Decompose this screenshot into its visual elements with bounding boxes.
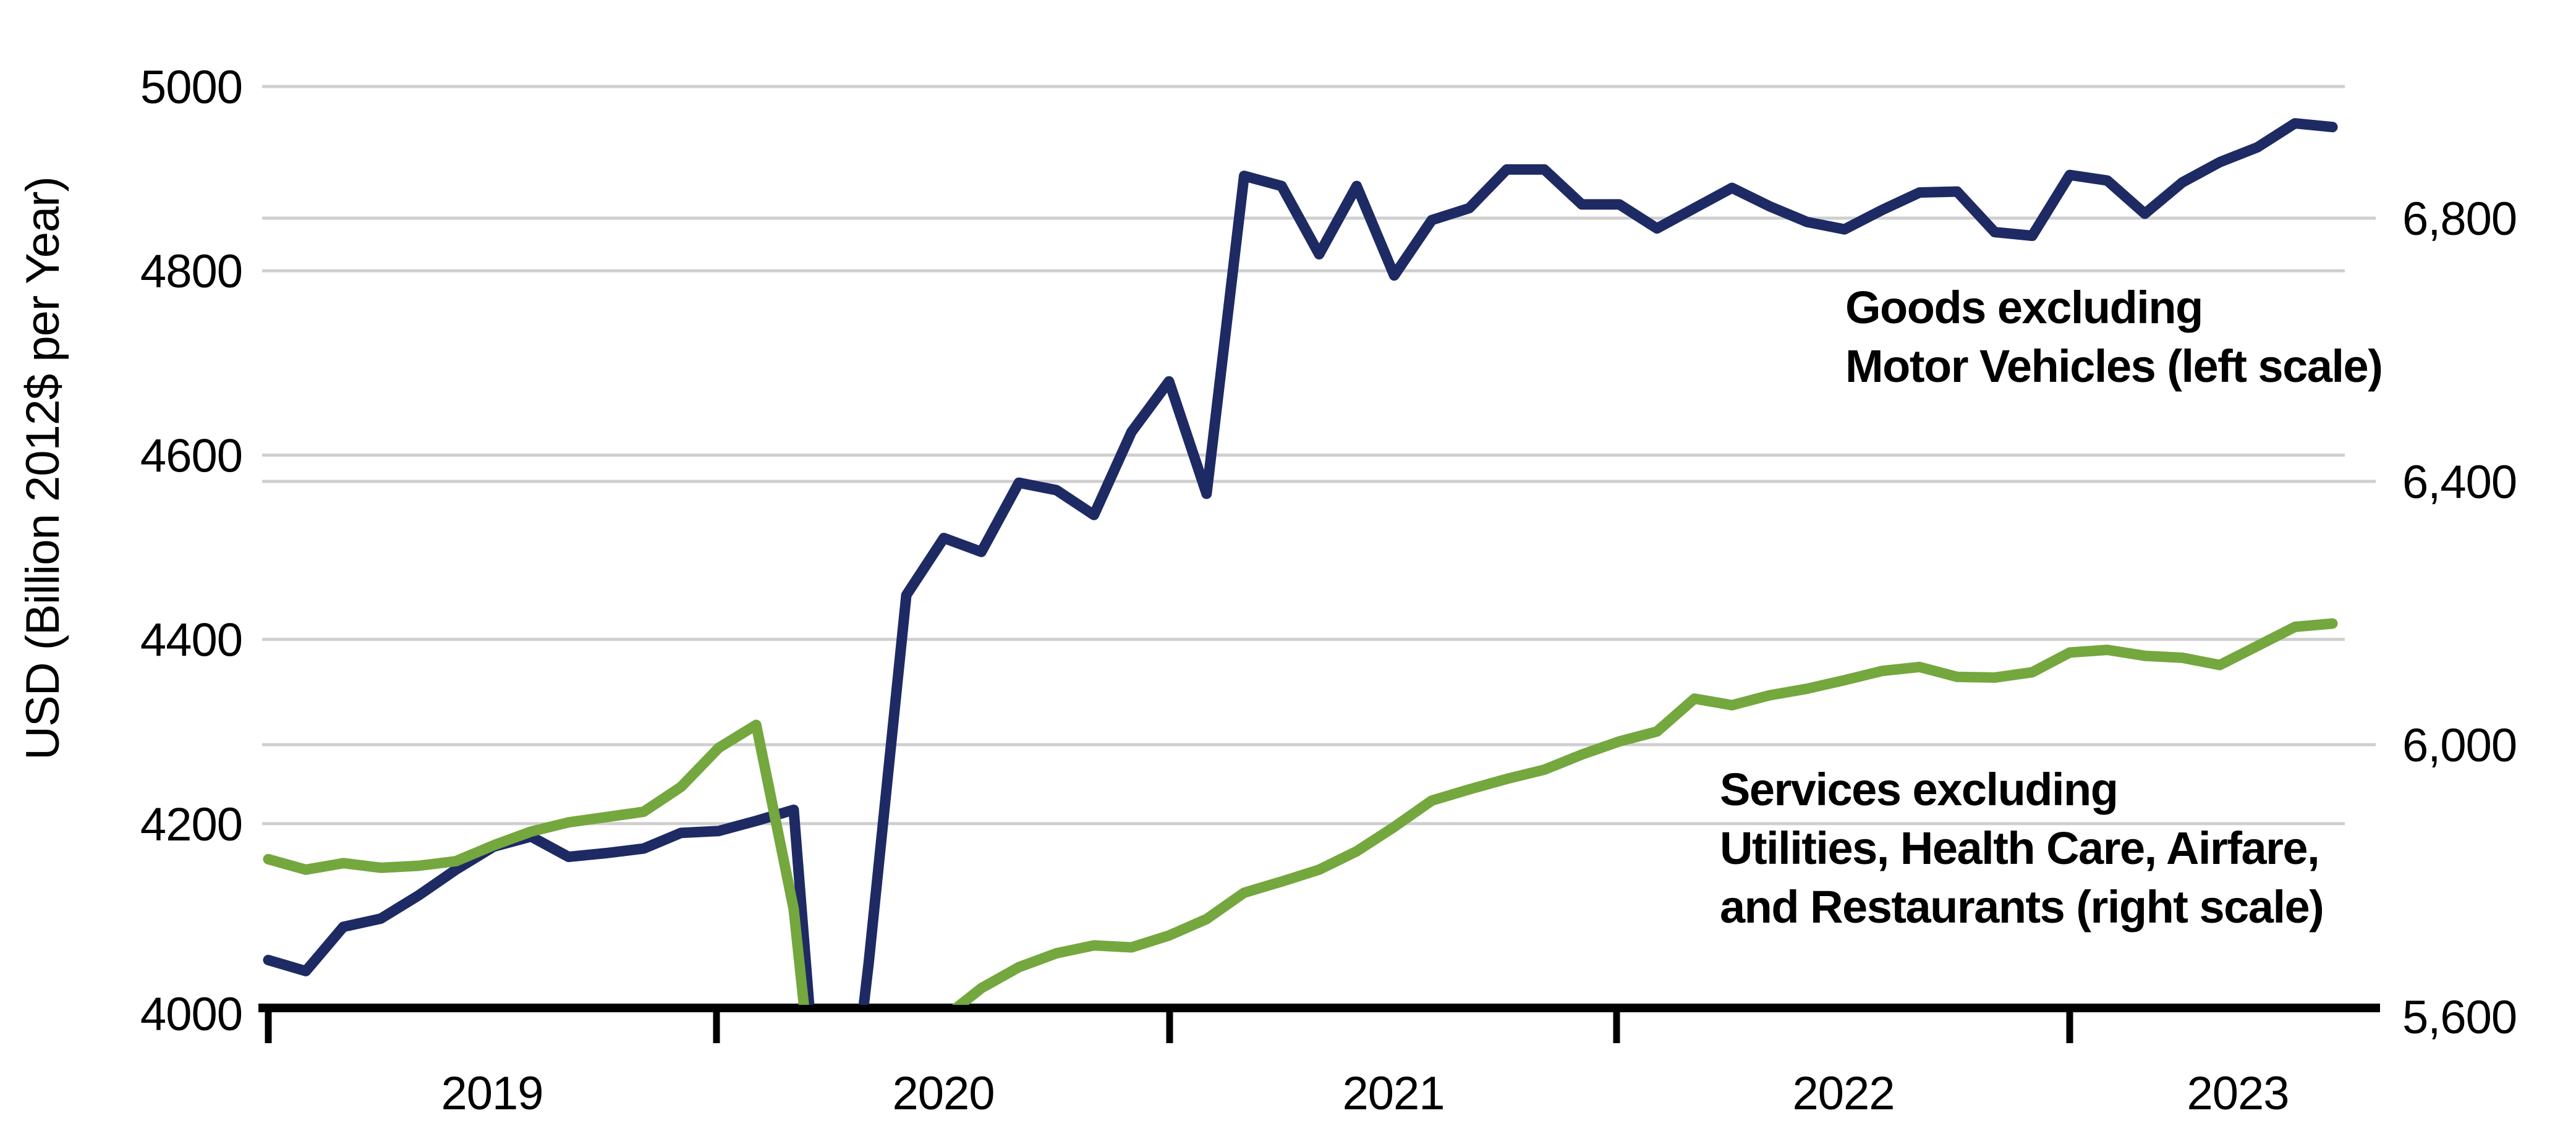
legend-services-line3: and Restaurants (right scale) <box>1720 881 2323 933</box>
series-line-services <box>263 618 2338 1005</box>
left-axis-tick-labels: 4000 4200 4400 4600 4800 5000 <box>140 61 243 1041</box>
left-tick-label-4200: 4200 <box>140 798 242 851</box>
legend-services-line1: Services excluding <box>1720 764 2117 815</box>
year-label-2019: 2019 <box>441 1067 543 1120</box>
right-axis-tick-labels: 5,600 6,000 6,400 6,800 <box>2402 193 2517 1044</box>
data-series <box>263 118 2338 1005</box>
left-tick-label-5000: 5000 <box>140 61 242 114</box>
year-label-2023: 2023 <box>2187 1067 2289 1120</box>
right-tick-label-6000: 6,000 <box>2402 719 2517 772</box>
left-tick-label-4000: 4000 <box>140 988 242 1041</box>
right-tick-label-6400: 6,400 <box>2402 456 2517 509</box>
legend-goods-line1: Goods excluding <box>1845 282 2203 333</box>
right-tick-label-6800: 6,800 <box>2402 193 2517 245</box>
year-label-2020: 2020 <box>892 1067 994 1120</box>
x-axis-ticks <box>265 1008 2073 1043</box>
legend-goods: Goods excluding Motor Vehicles (left sca… <box>1845 282 2383 392</box>
left-tick-label-4800: 4800 <box>140 245 242 298</box>
series-line-goods <box>263 118 2338 1005</box>
legend-services-line2: Utilities, Health Care, Airfare, <box>1720 823 2319 874</box>
left-tick-label-4400: 4400 <box>140 614 242 667</box>
legend-goods-line2: Motor Vehicles (left scale) <box>1845 341 2382 392</box>
y-axis-title: USD (Billion 2012$ per Year) <box>17 177 69 760</box>
left-tick-label-4600: 4600 <box>140 429 242 482</box>
gridlines <box>262 85 2376 826</box>
year-label-2022: 2022 <box>1792 1067 1894 1120</box>
year-label-2021: 2021 <box>1342 1067 1444 1120</box>
x-axis-year-labels: 2019 2020 2021 2022 2023 <box>441 1067 2289 1120</box>
right-tick-label-5600: 5,600 <box>2402 991 2517 1044</box>
legend-services: Services excluding Utilities, Health Car… <box>1720 764 2324 933</box>
